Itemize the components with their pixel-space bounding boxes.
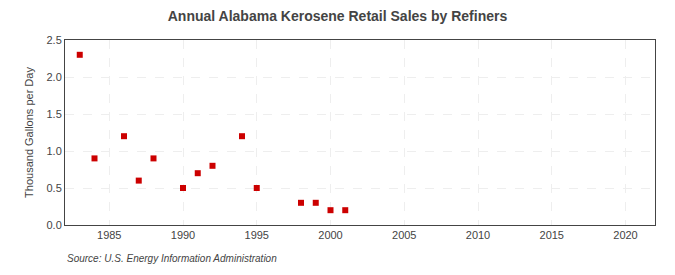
svg-text:0.0: 0.0 xyxy=(47,219,62,231)
svg-text:Annual Alabama Kerosene Retail: Annual Alabama Kerosene Retail Sales by … xyxy=(168,8,508,24)
svg-text:1995: 1995 xyxy=(245,229,269,241)
svg-text:2005: 2005 xyxy=(392,229,416,241)
svg-text:2.5: 2.5 xyxy=(47,34,62,46)
svg-text:1985: 1985 xyxy=(97,229,121,241)
svg-text:1990: 1990 xyxy=(171,229,195,241)
svg-text:2010: 2010 xyxy=(466,229,490,241)
svg-text:0.5: 0.5 xyxy=(47,182,62,194)
svg-text:2020: 2020 xyxy=(613,229,637,241)
svg-text:1.0: 1.0 xyxy=(47,145,62,157)
svg-text:1.5: 1.5 xyxy=(47,108,62,120)
svg-text:2.0: 2.0 xyxy=(47,71,62,83)
svg-text:2000: 2000 xyxy=(318,229,342,241)
svg-text:Thousand Gallons per Day: Thousand Gallons per Day xyxy=(23,67,35,198)
svg-text:2015: 2015 xyxy=(540,229,564,241)
svg-text:Source: U.S. Energy Informatio: Source: U.S. Energy Information Administ… xyxy=(67,253,277,264)
